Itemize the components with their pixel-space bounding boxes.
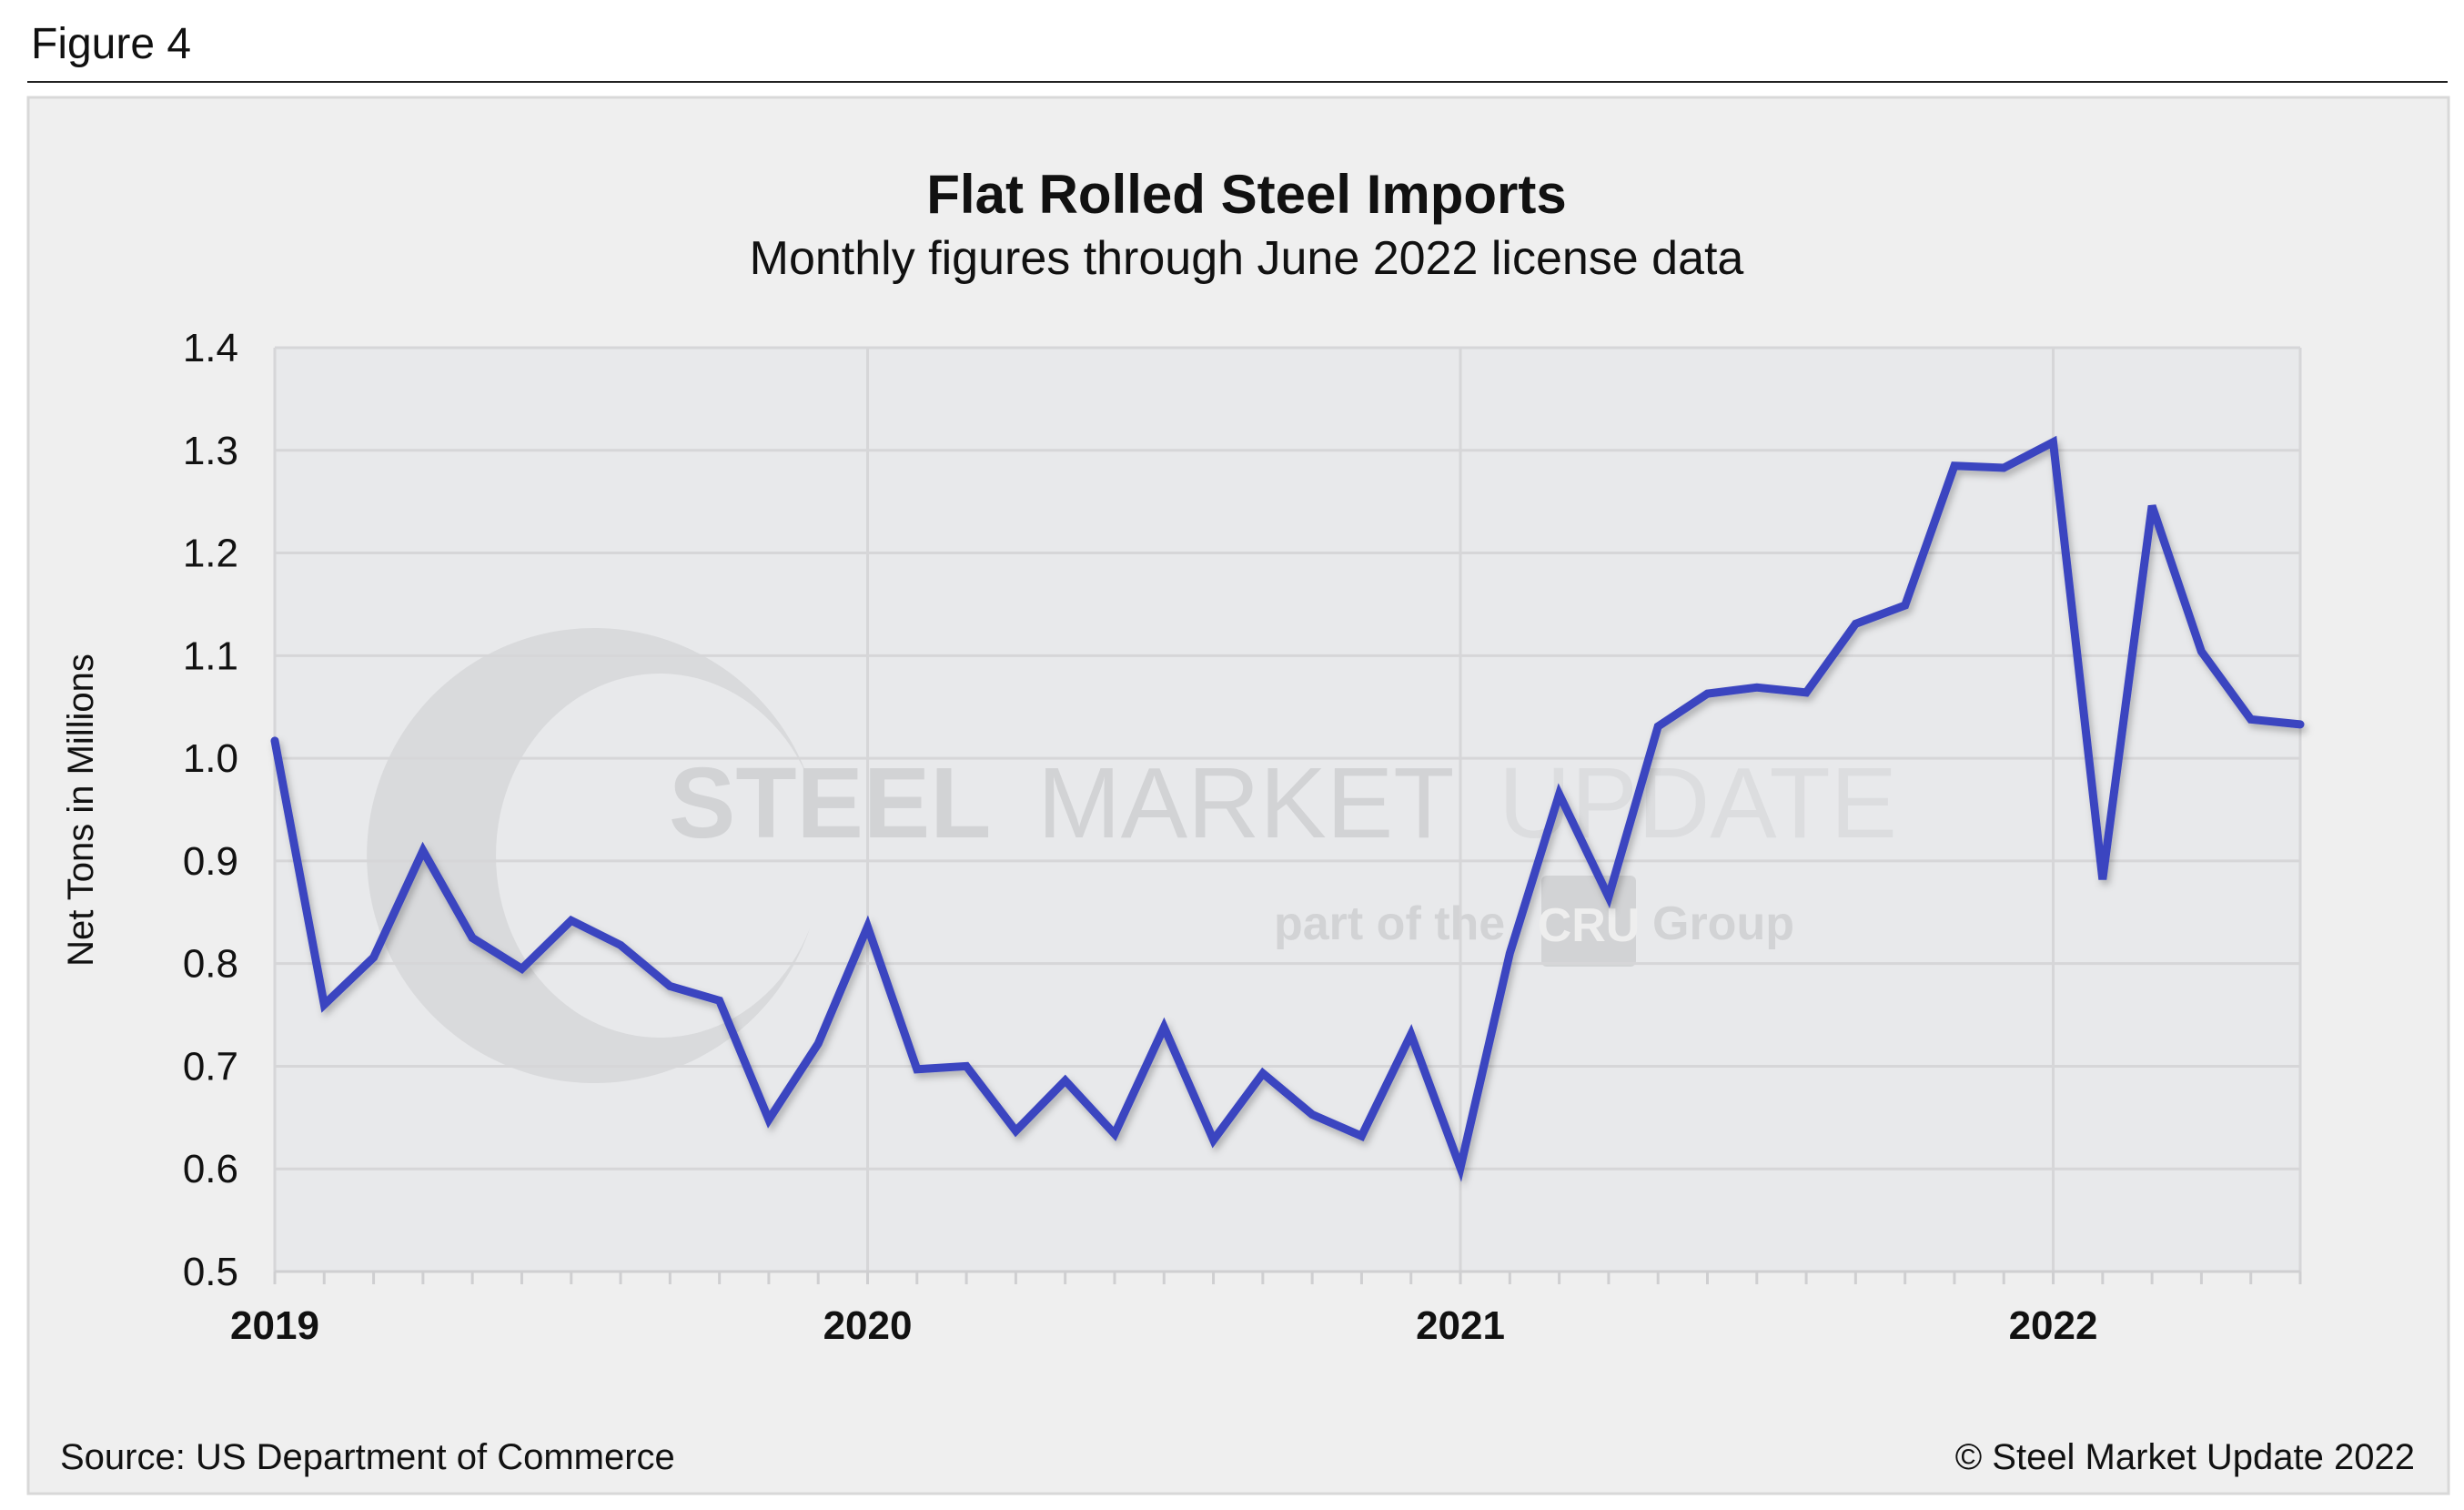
y-tick-label: 1.3	[183, 429, 238, 473]
watermark-steel: STEEL	[669, 747, 992, 859]
svg-text:STEEL MARKET UPDAT: STEEL MARKET UPDATE	[669, 747, 1897, 859]
chart-subtitle: Monthly figures through June 2022 licens…	[750, 232, 1744, 285]
x-tick-label: 2020	[823, 1303, 913, 1348]
plot-area	[275, 348, 2300, 1272]
y-tick-label: 1.1	[183, 633, 238, 678]
y-tick-label: 0.5	[183, 1250, 238, 1294]
y-tick-label: 1.2	[183, 532, 238, 576]
y-tick-label: 1.0	[183, 736, 238, 781]
y-tick-label: 0.9	[183, 839, 238, 884]
watermark-market: MARKET	[1037, 747, 1452, 859]
watermark-sub-prefix: part of the	[1274, 897, 1505, 950]
watermark-sub-suffix: Group	[1652, 897, 1794, 950]
x-axis: 2019 2020 2021 2022	[230, 1270, 2302, 1348]
watermark-arc	[367, 628, 810, 1083]
y-tick-label: 0.7	[183, 1044, 238, 1089]
figure-label: Figure 4	[31, 20, 191, 68]
watermark-logo: STEEL MARKET UPDATE part of the CRU Grou…	[367, 628, 1897, 1083]
x-tick-label: 2022	[2009, 1303, 2098, 1348]
x-tick-label: 2021	[1416, 1303, 1505, 1348]
x-tick-label: 2019	[230, 1303, 319, 1348]
series	[270, 435, 2305, 1182]
y-axis-label: Net Tons in Millions	[61, 654, 101, 967]
chart-title: Flat Rolled Steel Imports	[926, 164, 1566, 225]
copyright-note: © Steel Market Update 2022	[1955, 1437, 2415, 1477]
y-tick-label: 0.6	[183, 1147, 238, 1191]
y-tick-label: 0.8	[183, 942, 238, 987]
series-line-imports	[270, 435, 2305, 1182]
watermark-badge-text: CRU	[1538, 899, 1641, 952]
source-note: Source: US Department of Commerce	[60, 1437, 675, 1477]
y-axis: 0.5 0.6 0.7 0.8 0.9 1.0 1.1 1.2 1.3 1.4	[183, 326, 238, 1294]
y-tick-label: 1.4	[183, 326, 238, 370]
